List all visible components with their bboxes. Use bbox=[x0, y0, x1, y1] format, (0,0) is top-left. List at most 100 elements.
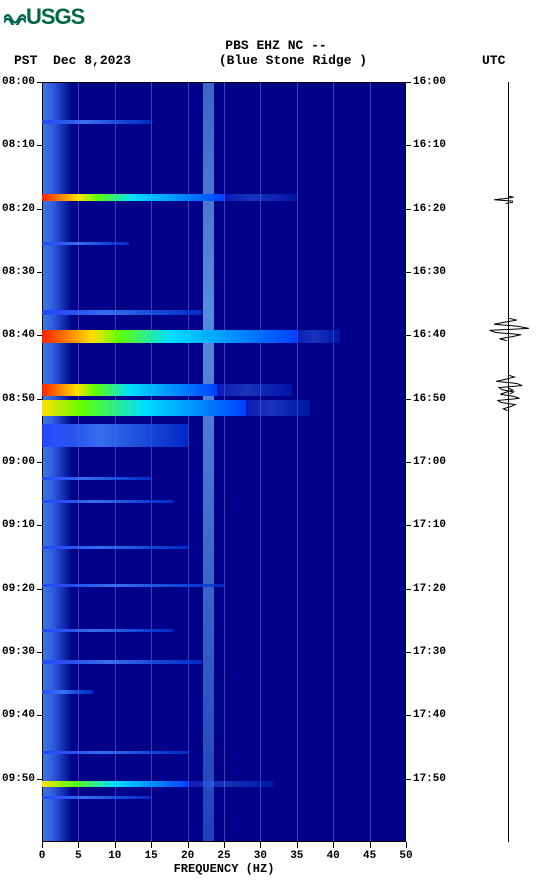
yaxis-right-label: 17:50 bbox=[413, 773, 446, 785]
xaxis-label: 0 bbox=[39, 850, 46, 862]
gridline-v bbox=[333, 82, 334, 842]
station-name: (Blue Stone Ridge ) bbox=[174, 53, 482, 68]
yaxis-left-label: 08:50 bbox=[2, 393, 35, 405]
yaxis-right-tick bbox=[406, 652, 411, 653]
event-tail bbox=[217, 384, 293, 395]
xaxis-tick bbox=[224, 842, 225, 848]
yaxis-left-tick bbox=[37, 462, 42, 463]
yaxis-left-tick bbox=[37, 779, 42, 780]
xaxis-label: 50 bbox=[399, 850, 412, 862]
usgs-logo: USGS bbox=[4, 4, 84, 31]
yaxis-left-label: 09:00 bbox=[2, 456, 35, 468]
station-code: PBS EHZ NC -- bbox=[0, 38, 552, 53]
seismogram-burst bbox=[478, 318, 538, 341]
header-left: PST Dec 8,2023 bbox=[0, 53, 174, 68]
xaxis-tick bbox=[188, 842, 189, 848]
event-tail bbox=[188, 781, 275, 787]
gridline-v bbox=[370, 82, 371, 842]
yaxis-left-tick bbox=[37, 145, 42, 146]
event-tail bbox=[246, 400, 310, 417]
yaxis-right-label: 16:10 bbox=[413, 139, 446, 151]
yaxis-left-label: 08:40 bbox=[2, 329, 35, 341]
yaxis-right-label: 17:30 bbox=[413, 646, 446, 658]
yaxis-right-tick bbox=[406, 209, 411, 210]
yaxis-left-label: 08:00 bbox=[2, 76, 35, 88]
yaxis-left-tick bbox=[37, 209, 42, 210]
yaxis-left-label: 09:30 bbox=[2, 646, 35, 658]
noise-band bbox=[42, 690, 93, 694]
xaxis-label: 20 bbox=[181, 850, 194, 862]
xaxis-title: FREQUENCY (HZ) bbox=[174, 862, 275, 876]
yaxis-left-label: 09:20 bbox=[2, 583, 35, 595]
yaxis-right-tick bbox=[406, 462, 411, 463]
yaxis-left-label: 09:10 bbox=[2, 519, 35, 531]
yaxis-right-label: 16:20 bbox=[413, 203, 446, 215]
tz-right-label: UTC bbox=[482, 53, 552, 68]
xaxis-tick bbox=[78, 842, 79, 848]
spectral-event bbox=[42, 330, 297, 344]
spectrogram-plot: FREQUENCY (HZ) 0510152025303540455008:00… bbox=[42, 82, 406, 842]
noise-band bbox=[42, 500, 173, 503]
noise-band bbox=[42, 796, 151, 799]
xaxis-tick bbox=[260, 842, 261, 848]
yaxis-right-tick bbox=[406, 82, 411, 83]
xaxis-tick bbox=[333, 842, 334, 848]
yaxis-left-tick bbox=[37, 589, 42, 590]
yaxis-left-tick bbox=[37, 272, 42, 273]
noise-band bbox=[42, 424, 188, 447]
xaxis-tick bbox=[115, 842, 116, 848]
yaxis-right-tick bbox=[406, 145, 411, 146]
yaxis-left-tick bbox=[37, 715, 42, 716]
xaxis-label: 25 bbox=[217, 850, 230, 862]
chart-header: PBS EHZ NC -- PST Dec 8,2023 (Blue Stone… bbox=[0, 38, 552, 68]
yaxis-right-tick bbox=[406, 715, 411, 716]
spectral-event bbox=[42, 781, 188, 787]
usgs-wave-icon bbox=[4, 5, 26, 31]
xaxis-label: 10 bbox=[108, 850, 121, 862]
spectral-event bbox=[42, 384, 217, 395]
xaxis-label: 40 bbox=[327, 850, 340, 862]
yaxis-left-label: 09:50 bbox=[2, 773, 35, 785]
yaxis-right-label: 16:50 bbox=[413, 393, 446, 405]
event-tail bbox=[224, 194, 297, 200]
xaxis-label: 15 bbox=[145, 850, 158, 862]
tz-left-label: PST bbox=[14, 53, 37, 68]
yaxis-right-tick bbox=[406, 589, 411, 590]
noise-band bbox=[42, 477, 151, 480]
seismogram-burst bbox=[478, 388, 538, 411]
yaxis-right-tick bbox=[406, 525, 411, 526]
gridline-v bbox=[297, 82, 298, 842]
seismogram-trace bbox=[478, 82, 538, 842]
yaxis-left-tick bbox=[37, 652, 42, 653]
noise-band bbox=[42, 629, 173, 632]
xaxis-label: 30 bbox=[254, 850, 267, 862]
spectral-event bbox=[42, 194, 224, 200]
yaxis-left-tick bbox=[37, 525, 42, 526]
xaxis-tick bbox=[370, 842, 371, 848]
event-tail bbox=[297, 330, 341, 344]
yaxis-right-tick bbox=[406, 399, 411, 400]
yaxis-right-label: 17:20 bbox=[413, 583, 446, 595]
yaxis-right-label: 16:00 bbox=[413, 76, 446, 88]
xaxis-tick bbox=[42, 842, 43, 848]
yaxis-right-label: 17:00 bbox=[413, 456, 446, 468]
noise-band bbox=[42, 751, 188, 754]
yaxis-left-label: 08:20 bbox=[2, 203, 35, 215]
noise-band bbox=[42, 120, 151, 124]
xaxis-tick bbox=[406, 842, 407, 848]
spectral-event bbox=[42, 400, 246, 417]
noise-band bbox=[42, 660, 202, 665]
usgs-logo-text: USGS bbox=[26, 4, 84, 29]
yaxis-right-label: 16:30 bbox=[413, 266, 446, 278]
xaxis-label: 35 bbox=[290, 850, 303, 862]
yaxis-left-label: 09:40 bbox=[2, 709, 35, 721]
yaxis-left-label: 08:30 bbox=[2, 266, 35, 278]
seismogram-burst bbox=[478, 191, 538, 199]
xaxis-label: 5 bbox=[75, 850, 82, 862]
yaxis-right-label: 17:40 bbox=[413, 709, 446, 721]
yaxis-right-tick bbox=[406, 779, 411, 780]
yaxis-right-label: 17:10 bbox=[413, 519, 446, 531]
noise-band bbox=[42, 546, 188, 549]
yaxis-right-tick bbox=[406, 335, 411, 336]
yaxis-right-label: 16:40 bbox=[413, 329, 446, 341]
